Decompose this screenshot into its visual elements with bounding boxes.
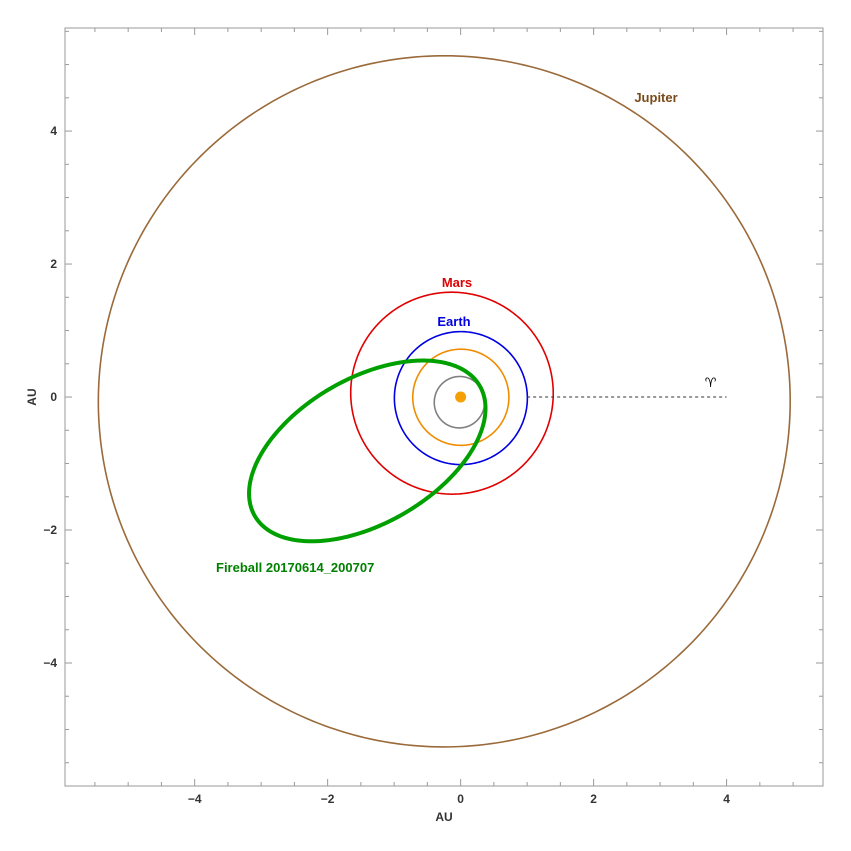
jupiter-label: Jupiter	[634, 90, 677, 105]
orbits-layer	[97, 54, 791, 748]
y-tick-label: −4	[43, 656, 57, 670]
sun-marker	[455, 391, 467, 403]
aries-symbol: ♈	[705, 375, 717, 390]
y-tick-label: 0	[50, 390, 57, 404]
venus-orbit	[411, 348, 510, 447]
mars-orbit	[349, 291, 555, 495]
x-tick-label: 0	[457, 792, 464, 806]
plot-frame	[64, 27, 824, 787]
y-tick-label: 4	[50, 124, 57, 138]
jupiter-orbit	[97, 54, 791, 748]
x-tick-label: −4	[188, 792, 202, 806]
earth-label: Earth	[437, 314, 470, 329]
y-tick-label: 2	[50, 257, 57, 271]
fireball-orbit	[247, 358, 488, 544]
x-tick-label: 2	[590, 792, 597, 806]
axis-tick-labels: −4 −2 0 2 4 −4 −2 0 2 4	[43, 124, 730, 806]
y-axis-title: AU	[25, 388, 39, 405]
x-axis-title: AU	[435, 810, 452, 824]
mars-label: Mars	[442, 275, 472, 290]
y-tick-label: −2	[43, 523, 57, 537]
x-tick-label: −2	[321, 792, 335, 806]
axis-ticks	[65, 28, 823, 786]
earth-orbit	[393, 330, 529, 466]
fireball-label: Fireball 20170614_200707	[216, 560, 374, 575]
x-tick-label: 4	[723, 792, 730, 806]
